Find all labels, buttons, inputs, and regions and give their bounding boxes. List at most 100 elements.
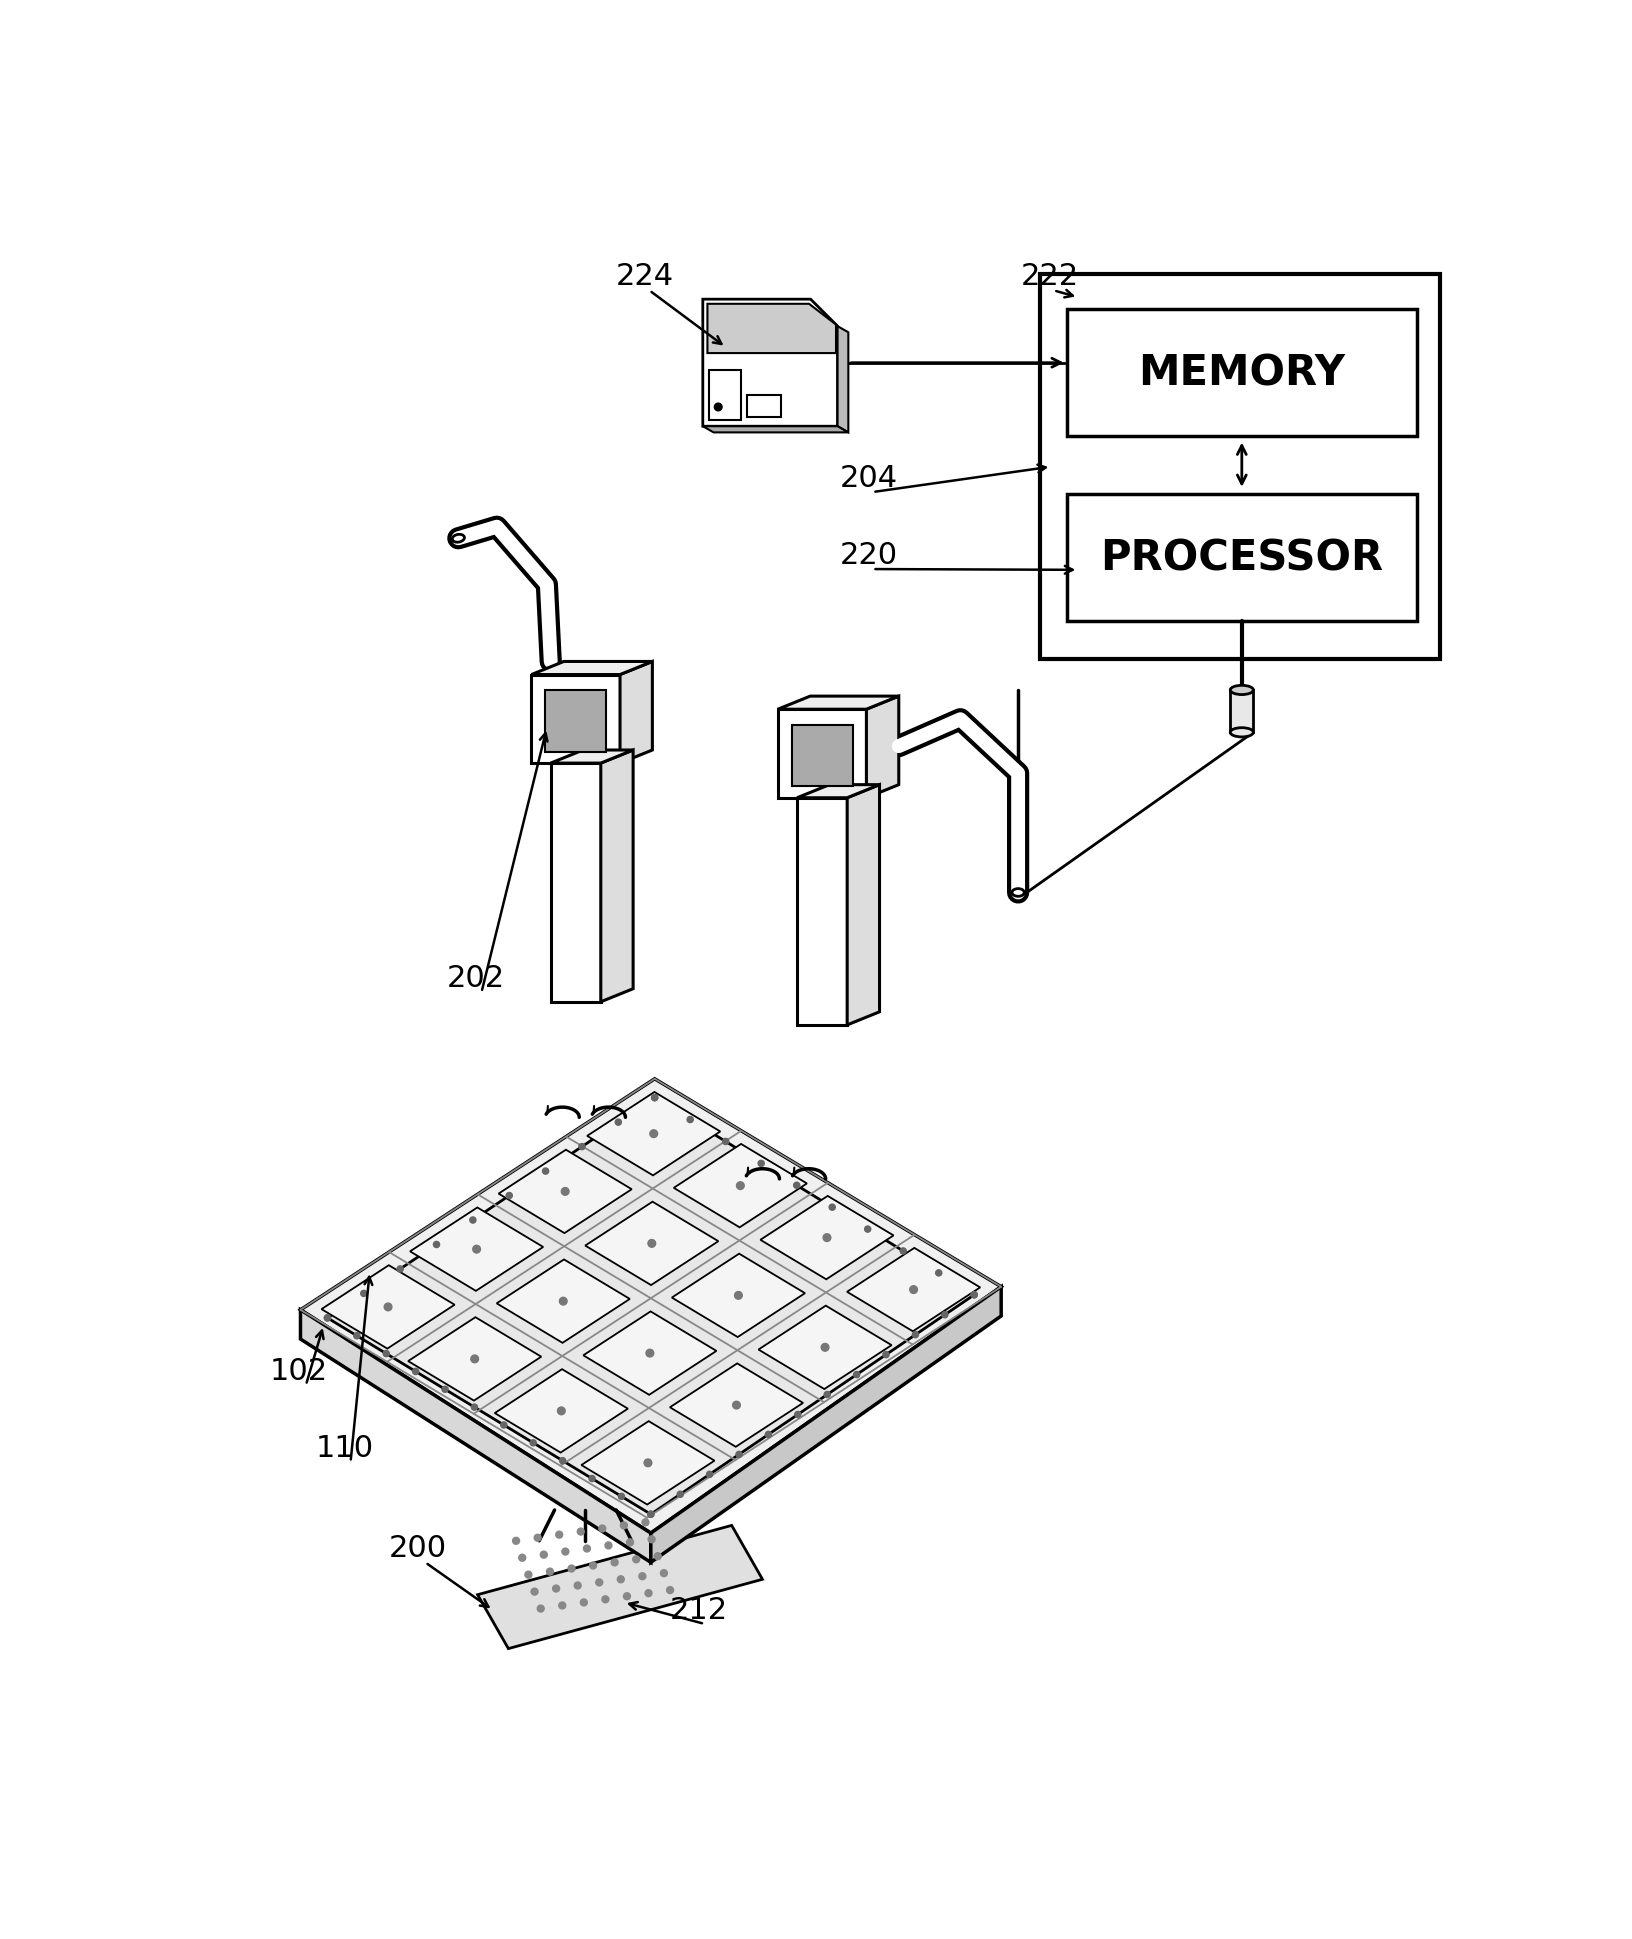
Text: PROCESSOR: PROCESSOR [1100,537,1384,580]
Circle shape [795,1412,801,1417]
Circle shape [620,1522,627,1530]
Polygon shape [322,1266,455,1350]
Circle shape [384,1351,390,1357]
Circle shape [650,1130,658,1138]
Circle shape [823,1233,831,1241]
Circle shape [574,1582,581,1590]
Circle shape [651,1096,658,1101]
Circle shape [553,1586,560,1592]
Polygon shape [550,750,633,764]
Circle shape [793,1183,800,1189]
Circle shape [935,1270,942,1276]
Polygon shape [550,764,601,1002]
Circle shape [627,1540,633,1545]
Circle shape [615,1119,622,1127]
Circle shape [666,1586,674,1594]
Circle shape [901,1249,906,1255]
Polygon shape [703,427,849,432]
Circle shape [707,1472,713,1478]
Circle shape [734,1291,743,1299]
Circle shape [361,1291,367,1297]
Polygon shape [620,661,653,764]
Circle shape [648,1536,654,1543]
Circle shape [942,1313,948,1319]
Polygon shape [674,1144,806,1227]
Circle shape [610,1559,619,1567]
Polygon shape [545,690,605,752]
Circle shape [599,1526,605,1532]
Polygon shape [300,1080,1000,1534]
Circle shape [654,1553,661,1559]
Circle shape [854,1371,860,1379]
Circle shape [909,1286,917,1293]
Circle shape [648,1510,654,1518]
Circle shape [733,1402,741,1410]
Polygon shape [499,1150,632,1233]
Text: 202: 202 [447,964,504,993]
Circle shape [641,1518,650,1526]
Circle shape [648,1510,654,1518]
Circle shape [651,1096,658,1101]
Polygon shape [532,661,653,675]
Circle shape [568,1565,574,1573]
Circle shape [715,403,721,411]
Polygon shape [410,1208,543,1291]
Circle shape [434,1241,439,1249]
Circle shape [537,1605,543,1611]
Circle shape [821,1344,829,1351]
Circle shape [547,1569,553,1574]
Polygon shape [672,1255,805,1338]
Polygon shape [588,1092,720,1175]
Polygon shape [778,696,899,710]
Circle shape [646,1350,654,1357]
Circle shape [912,1332,919,1338]
Polygon shape [747,396,782,417]
Polygon shape [708,370,741,421]
Polygon shape [837,328,849,432]
Circle shape [557,1532,563,1538]
Circle shape [542,1169,548,1175]
Circle shape [526,1571,532,1578]
Circle shape [472,1404,478,1410]
Circle shape [501,1421,508,1429]
Circle shape [413,1369,419,1375]
Polygon shape [759,1307,891,1390]
Circle shape [617,1576,625,1582]
Circle shape [589,1563,597,1569]
Text: 200: 200 [388,1534,447,1563]
Circle shape [519,1555,526,1561]
Circle shape [470,1218,477,1224]
Polygon shape [778,710,867,799]
Circle shape [540,1551,547,1559]
Circle shape [325,1315,331,1320]
Circle shape [512,1538,519,1545]
Circle shape [633,1555,640,1563]
Circle shape [560,1297,566,1305]
Circle shape [687,1117,694,1123]
Polygon shape [1067,310,1417,436]
Circle shape [589,1476,596,1481]
Ellipse shape [1231,686,1253,696]
Circle shape [865,1225,871,1233]
Circle shape [354,1332,361,1340]
Circle shape [442,1386,449,1392]
Polygon shape [703,301,837,427]
Circle shape [560,1458,566,1464]
Circle shape [723,1138,730,1144]
Polygon shape [669,1363,803,1446]
Circle shape [561,1189,570,1196]
Polygon shape [328,1097,974,1514]
Circle shape [325,1315,331,1320]
Circle shape [472,1355,478,1363]
Polygon shape [847,1249,981,1332]
Circle shape [623,1594,630,1600]
Circle shape [579,1144,584,1150]
Circle shape [883,1351,889,1357]
Ellipse shape [1231,729,1253,737]
Circle shape [584,1545,591,1551]
Circle shape [397,1266,403,1272]
Text: 224: 224 [617,262,674,291]
Circle shape [602,1596,609,1604]
Polygon shape [478,1526,762,1648]
Polygon shape [847,785,880,1026]
